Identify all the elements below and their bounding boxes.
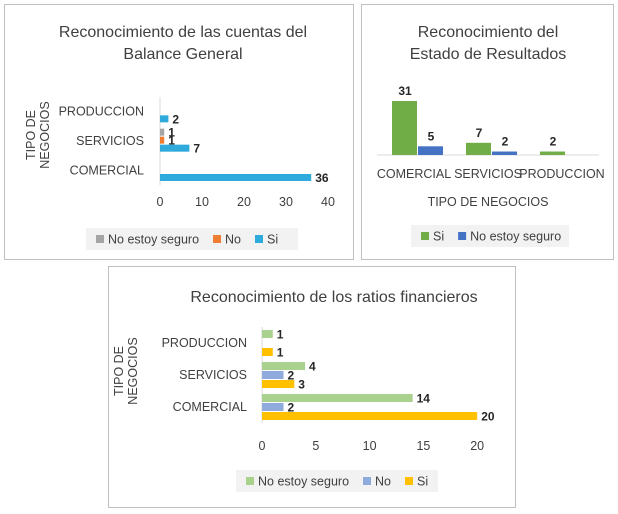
data-label-si-servicios: 7 [193, 142, 200, 156]
x-tick-label: 20 [470, 439, 484, 453]
y-axis-title-line: NEGOCIOS [38, 101, 52, 168]
data-label-si-comercial: 31 [398, 84, 412, 98]
balance-general-chart-svg: Reconocimiento de las cuentas del Balance… [24, 24, 335, 250]
legend-swatch-no-estoy-seguro [96, 235, 104, 243]
x-tick-label: 15 [416, 439, 430, 453]
estado-resultados-chart-svg: Reconocimiento del Estado de Resultados CO… [377, 24, 605, 247]
legend-swatch-si [405, 477, 414, 485]
data-label-no-servicios: 1 [168, 134, 175, 148]
y-axis-title-line: TIPO DE [24, 110, 38, 160]
category-label-servicios: SERVICIOS [76, 134, 144, 148]
chart-title-line: Reconocimiento de las cuentas del [59, 24, 307, 41]
legend-label-si: Si [267, 233, 278, 247]
bar-no-estoy-seguro-comercial [418, 146, 443, 155]
estado-resultados-chart: Reconocimiento del Estado de Resultados CO… [361, 4, 614, 260]
bar-no-estoy-seguro-servicios [262, 362, 306, 370]
data-label-no-estoy-seguro-comercial: 5 [428, 129, 435, 143]
balance-general-chart: Reconocimiento de las cuentas del Balance… [4, 4, 354, 260]
bar-si-produccion [262, 348, 273, 356]
bar-si-servicios [466, 142, 491, 155]
bar-si-comercial [160, 174, 312, 181]
legend-label-no-estoy-seguro: No estoy seguro [470, 230, 561, 244]
bar-no-comercial [262, 403, 284, 411]
data-label-si-produccion: 2 [172, 112, 179, 126]
x-tick-label: 0 [157, 195, 164, 209]
ratios-financieros-chart-svg: Reconocimiento de los ratios financieros… [112, 289, 538, 492]
legend-label-no: No [375, 475, 391, 489]
data-label-no-servicios: 2 [288, 369, 295, 383]
y-axis-title-line: TIPO DE [112, 346, 126, 396]
chart-title-line: Estado de Resultados [410, 46, 567, 63]
data-label-no-estoy-seguro-servicios: 1 [168, 126, 175, 140]
ratios-financieros-chart: Reconocimiento de los ratios financieros… [108, 266, 538, 508]
data-label-no-estoy-seguro-comercial: 14 [417, 392, 431, 406]
bar-no-estoy-seguro-servicios [492, 151, 517, 155]
x-tick-label: 5 [312, 439, 319, 453]
legend-swatch-no [363, 477, 372, 485]
legend-swatch-no-estoy-seguro [246, 477, 254, 485]
legend-swatch-no-estoy-seguro [458, 232, 467, 240]
legend-swatch-si [421, 232, 429, 240]
x-tick-label: 40 [321, 195, 335, 209]
bar-no-estoy-seguro-comercial [262, 394, 413, 402]
legend-box [86, 228, 298, 250]
data-label-si-comercial: 36 [315, 171, 329, 185]
bar-si-produccion [540, 151, 565, 155]
chart-title-line: Reconocimiento del [418, 24, 559, 41]
bar-no-estoy-seguro-servicios [160, 128, 165, 136]
x-tick-label: 0 [259, 439, 266, 453]
x-tick-label: 10 [195, 195, 209, 209]
data-label-no-estoy-seguro-servicios: 2 [502, 135, 509, 149]
legend-box [236, 470, 438, 492]
bar-si-comercial [262, 412, 478, 420]
legend-label-si: Si [417, 475, 428, 489]
x-tick-label: 30 [279, 195, 293, 209]
data-label-no-estoy-seguro-servicios: 4 [309, 360, 316, 374]
category-label-servicios: SERVICIOS [454, 167, 522, 181]
bar-no-estoy-seguro-produccion [262, 330, 273, 338]
category-label-servicios: SERVICIOS [179, 368, 247, 382]
bar-no-servicios [262, 371, 284, 379]
data-label-si-produccion: 1 [277, 346, 284, 360]
x-tick-label: 20 [237, 195, 251, 209]
x-axis-title: TIPO DE NEGOCIOS [428, 195, 549, 209]
bar-si-servicios [160, 144, 190, 152]
bar-no-servicios [160, 136, 165, 144]
chart-title-line: Balance General [123, 46, 242, 63]
legend-label-no: No [225, 233, 241, 247]
legend-swatch-si [255, 235, 264, 243]
legend-swatch-no [213, 235, 222, 243]
legend-box [411, 225, 569, 247]
category-label-produccion: PRODUCCION [519, 167, 604, 181]
chart-title-line: Reconocimiento de los ratios financieros [190, 289, 477, 306]
bar-si-produccion [160, 115, 169, 123]
legend-label-si: Si [433, 230, 444, 244]
bar-si-comercial [392, 101, 417, 155]
x-tick-label: 10 [363, 439, 377, 453]
data-label-no-comercial: 2 [288, 401, 295, 415]
legend-label-no-estoy-seguro: No estoy seguro [258, 475, 349, 489]
data-label-si-servicios: 3 [298, 378, 305, 392]
data-label-no-estoy-seguro-produccion: 1 [277, 328, 284, 342]
category-label-produccion: PRODUCCION [59, 105, 144, 119]
y-axis-title-line: NEGOCIOS [126, 337, 140, 404]
category-label-produccion: PRODUCCION [162, 336, 247, 350]
category-label-comercial: COMERCIAL [377, 167, 451, 181]
category-label-comercial: COMERCIAL [70, 163, 144, 177]
bar-si-servicios [262, 380, 295, 388]
data-label-si-servicios: 7 [476, 126, 483, 140]
legend-label-no-estoy-seguro: No estoy seguro [108, 233, 199, 247]
data-label-si-comercial: 20 [481, 410, 495, 424]
category-label-comercial: COMERCIAL [173, 400, 247, 414]
data-label-si-produccion: 2 [550, 135, 557, 149]
